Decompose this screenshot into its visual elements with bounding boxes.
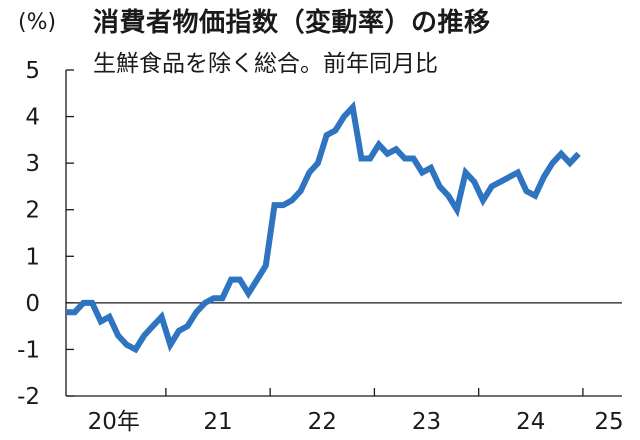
y-tick-label: 3 bbox=[25, 151, 40, 177]
y-tick-label: 2 bbox=[25, 198, 40, 224]
x-tick-label: 22 bbox=[308, 409, 337, 435]
y-tick-label: 1 bbox=[25, 244, 40, 270]
chart-title: 消費者物価指数（変動率）の推移 bbox=[93, 8, 491, 38]
x-tick-label: 20年 bbox=[88, 409, 140, 435]
x-tick-label: 23 bbox=[412, 409, 441, 435]
y-tick-label: 4 bbox=[25, 105, 40, 131]
chart-subtitle: 生鮮食品を除く総合。前年同月比 bbox=[93, 51, 438, 77]
y-axis-unit-label: (%) bbox=[18, 10, 57, 35]
y-tick-label: -2 bbox=[17, 384, 40, 410]
y-tick-label: -1 bbox=[17, 337, 40, 363]
series-group bbox=[66, 100, 581, 354]
series-line bbox=[66, 100, 581, 354]
y-tick-label: 0 bbox=[25, 291, 40, 317]
x-tick-label: 25 bbox=[594, 409, 623, 435]
x-tick-label: 24 bbox=[516, 409, 545, 435]
axes-group bbox=[65, 69, 622, 397]
x-tick-label: 21 bbox=[203, 409, 232, 435]
y-tick-label: 5 bbox=[25, 58, 40, 84]
